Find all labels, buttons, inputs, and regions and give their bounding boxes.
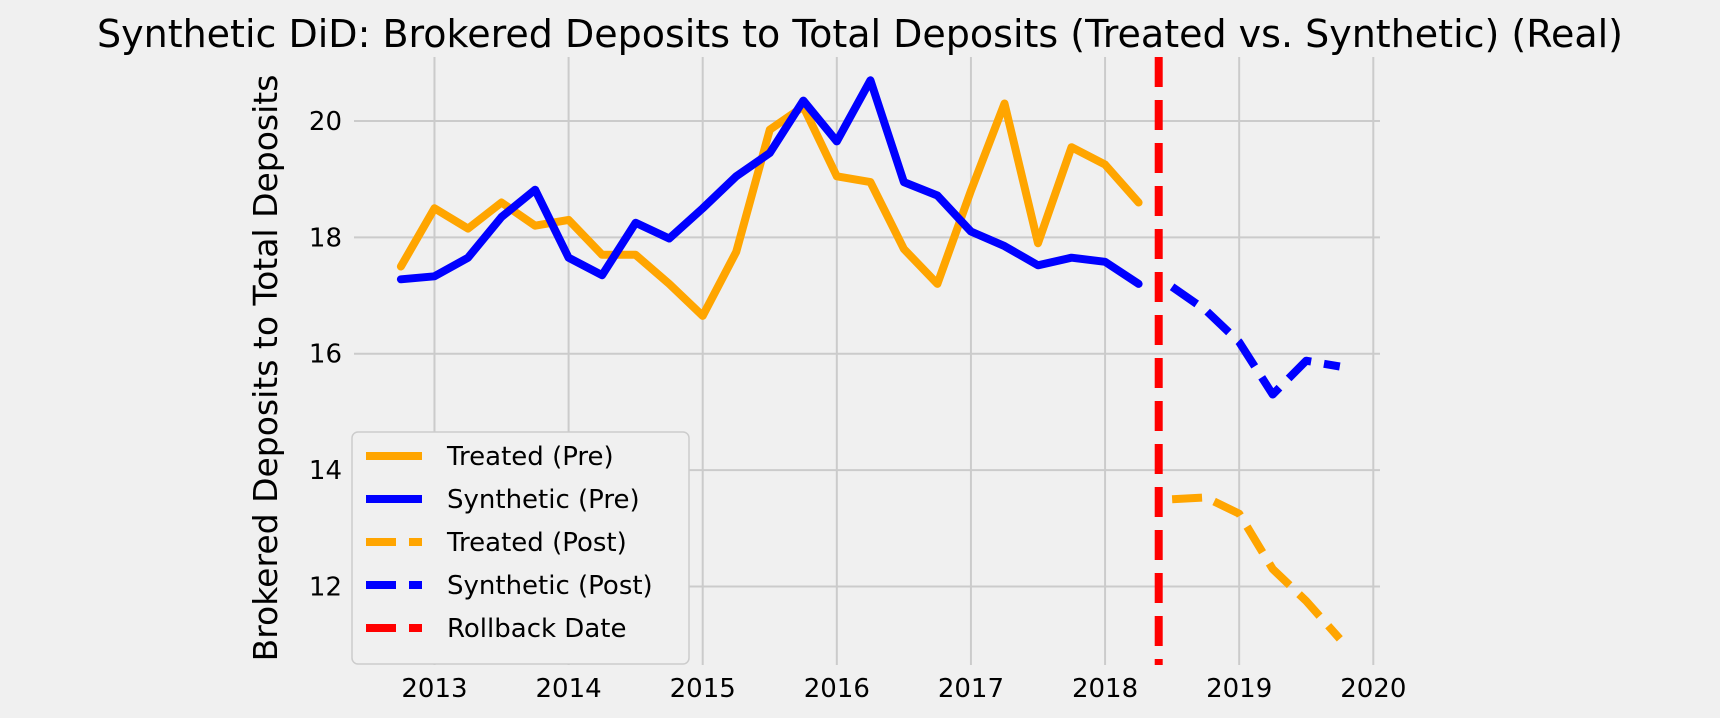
series-line-treated-pre	[396, 99, 1143, 320]
legend-label: Rollback Date	[447, 614, 626, 644]
legend-label: Treated (Post)	[446, 528, 627, 558]
y-tick-label: 18	[309, 223, 342, 253]
y-tick-label: 16	[309, 340, 342, 370]
series-line-synthetic-pre	[396, 76, 1143, 288]
x-tick-label: 2018	[1072, 674, 1138, 704]
series-lines	[396, 76, 1343, 642]
y-tick-label: 12	[309, 572, 342, 602]
legend-label: Synthetic (Pre)	[447, 485, 640, 515]
y-tick-label: 14	[309, 456, 342, 486]
legend-box	[351, 431, 690, 665]
legend-label: Treated (Pre)	[446, 442, 614, 472]
series-line-treated-post	[1171, 493, 1343, 642]
x-tick-label: 2020	[1340, 674, 1406, 704]
x-tick-label: 2015	[670, 674, 736, 704]
x-tick-label: 2017	[938, 674, 1004, 704]
legend-label: Synthetic (Post)	[447, 571, 653, 601]
chart-title: Synthetic DiD: Brokered Deposits to Tota…	[97, 12, 1623, 56]
y-axis-label: Brokered Deposits to Total Deposits	[246, 75, 285, 662]
x-tick-label: 2014	[536, 674, 602, 704]
y-tick-label: 20	[309, 107, 342, 137]
x-tick-label: 2019	[1206, 674, 1272, 704]
tick-labels: 2013 2014 2015 2016 2017 2018 2019 2020 12 14 16 18…	[309, 107, 1406, 704]
x-tick-label: 2016	[804, 674, 870, 704]
x-tick-label: 2013	[401, 674, 467, 704]
legend: Treated (Pre) Synthetic (Pre) Treated (Pos…	[351, 431, 690, 665]
